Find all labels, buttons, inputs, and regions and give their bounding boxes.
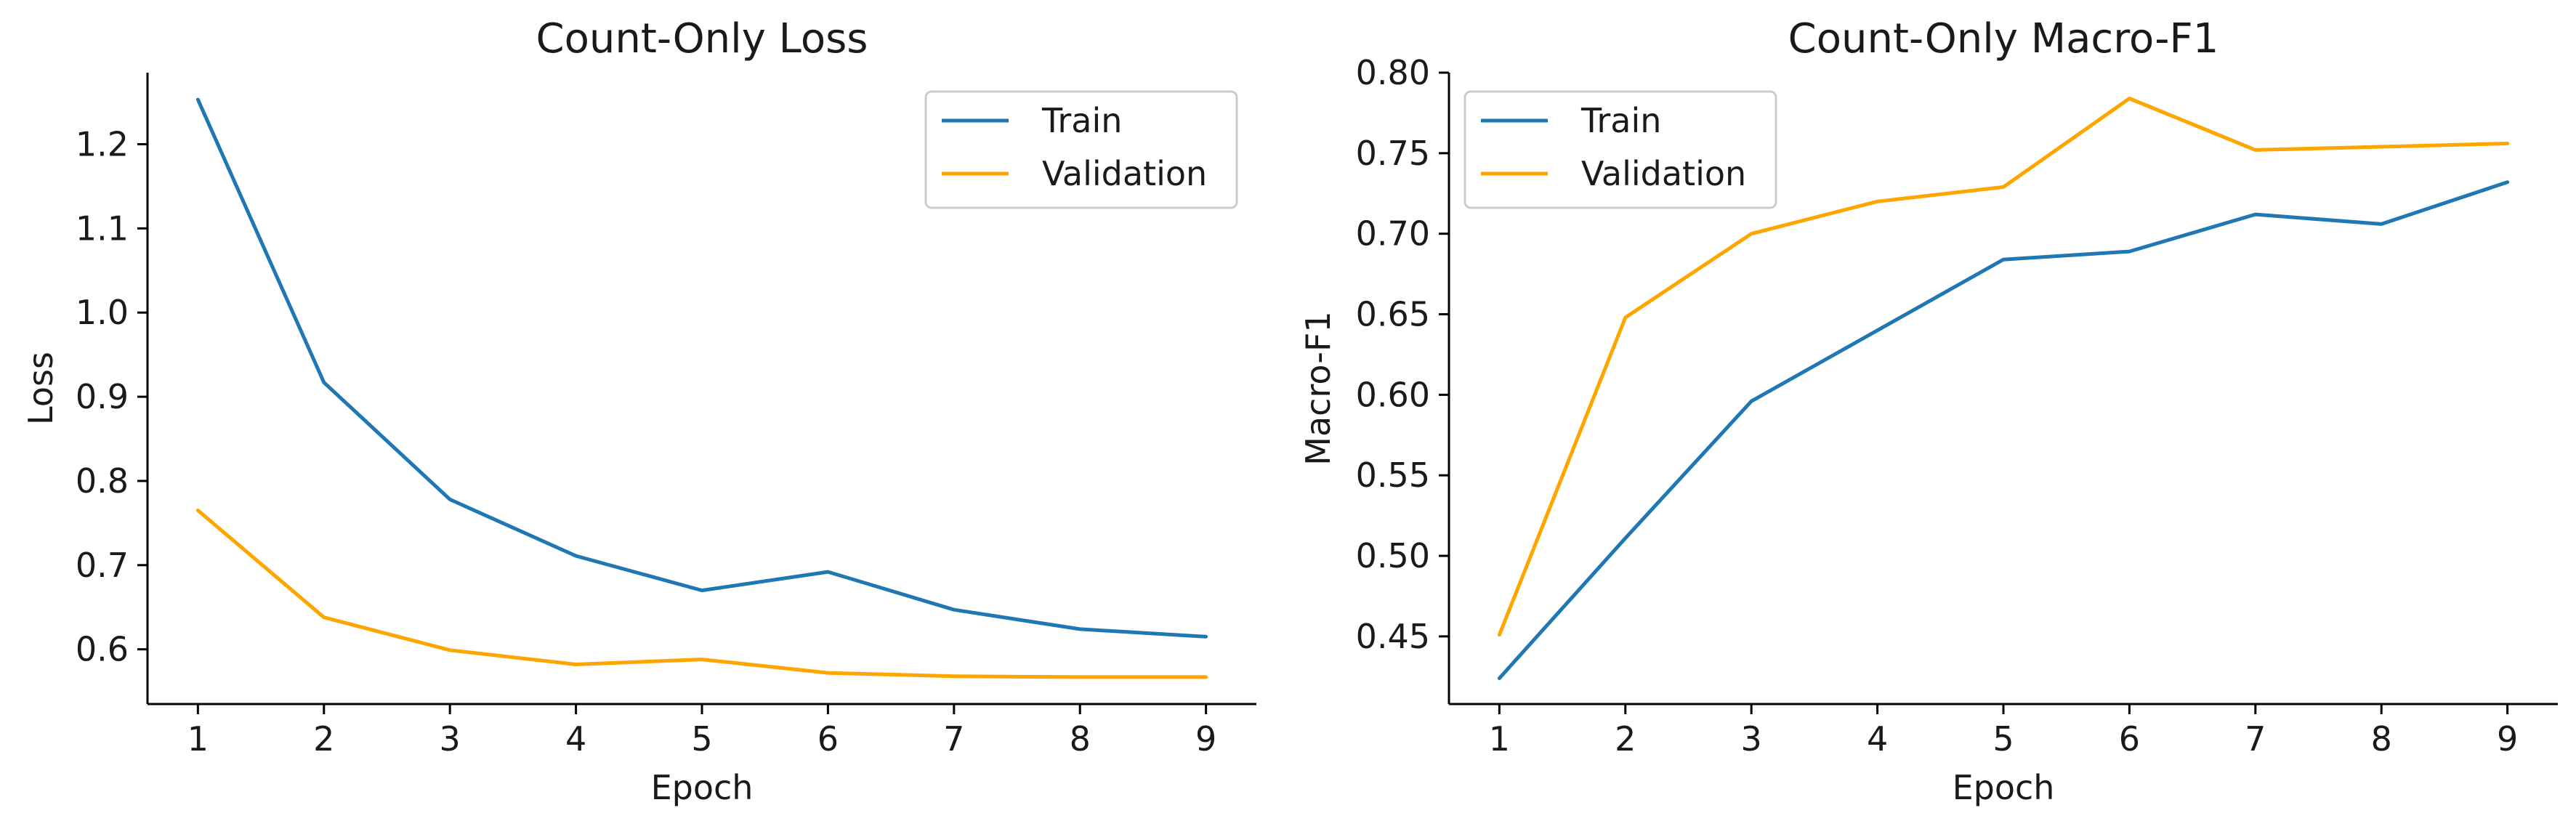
chart-1: Count-Only Loss 1 2 3 4 5 6 7 8 9 0.6 0.7 0.8 0.9 1.0 1… [21,15,1256,807]
series-line-train [1497,180,2510,680]
x-tick-label: 6 [2119,719,2140,759]
legend-label-validation: Validation [1581,154,1746,193]
y-axis-label: Loss [21,352,60,425]
y-tick-label: 0.60 [1356,375,1430,414]
chart-2: Count-Only Macro-F1 1 2 3 4 5 6 7 8 9 0.45 0.50 0.55… [1299,15,2558,807]
y-tick-label: 0.8 [76,461,129,501]
y-tick-label: 0.55 [1356,456,1430,495]
y-tick-label: 0.50 [1356,536,1430,575]
x-axis-label: Epoch [651,768,754,807]
x-tick-label: 1 [1489,719,1510,759]
series-line-train [195,97,1208,639]
series-line-validation [1497,97,2510,637]
x-tick-label: 5 [1992,719,2014,759]
legend-label-train: Train [1041,101,1122,140]
y-tick-label: 0.65 [1356,295,1430,334]
legend: Train Validation [924,90,1238,209]
x-tick-label: 4 [565,719,586,759]
chart-title: Count-Only Macro-F1 [1788,15,2219,62]
legend-label-validation: Validation [1042,154,1207,193]
x-tick-label: 1 [187,719,209,759]
x-tick-label: 9 [1195,719,1216,759]
x-tick-label: 3 [440,719,461,759]
x-tick-label: 8 [2371,719,2392,759]
y-tick-label: 1.2 [76,124,129,163]
y-tick-label: 1.1 [76,209,129,248]
x-tick-label: 7 [2245,719,2266,759]
series-line-validation [195,509,1208,679]
y-tick-label: 0.70 [1356,214,1430,254]
x-tick-label: 2 [313,719,334,759]
chart-title: Count-Only Loss [536,15,868,62]
x-tick-label: 9 [2497,719,2518,759]
y-tick-label: 0.45 [1356,617,1430,656]
x-tick-label: 7 [943,719,964,759]
y-axis-label: Macro-F1 [1299,311,1338,465]
x-tick-label: 6 [817,719,839,759]
x-tick-label: 4 [1867,719,1888,759]
legend-label-train: Train [1580,101,1661,140]
x-tick-label: 2 [1615,719,1636,759]
y-tick-label: 0.9 [76,377,129,416]
y-tick-label: 0.6 [76,630,129,669]
y-tick-label: 0.7 [76,546,129,585]
x-axis-label: Epoch [1953,768,2055,807]
x-tick-label: 8 [1070,719,1091,759]
legend: Train Validation [1463,90,1777,209]
y-tick-label: 1.0 [76,293,129,332]
x-tick-label: 5 [691,719,712,759]
x-tick-label: 3 [1741,719,1762,759]
y-tick-label: 0.80 [1356,53,1430,92]
y-tick-label: 0.75 [1356,134,1430,173]
